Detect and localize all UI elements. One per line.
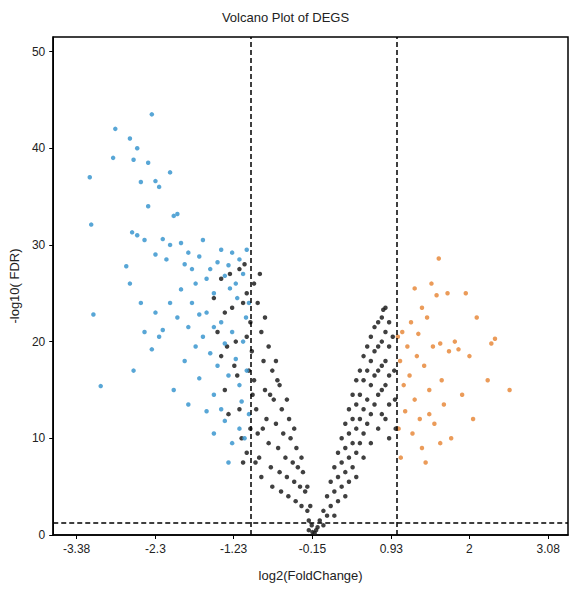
svg-text:10: 10 (32, 431, 46, 445)
svg-text:50: 50 (32, 45, 46, 59)
svg-text:-2.3: -2.3 (145, 542, 166, 556)
svg-text:-log10( FDR): -log10( FDR) (7, 248, 22, 323)
svg-text:20: 20 (32, 335, 46, 349)
svg-text:-0.15: -0.15 (299, 542, 327, 556)
svg-text:Volcano Plot of DEGS: Volcano Plot of DEGS (222, 10, 350, 25)
svg-text:0.93: 0.93 (380, 542, 404, 556)
svg-text:2: 2 (466, 542, 473, 556)
svg-text:log2(FoldChange): log2(FoldChange) (259, 568, 363, 583)
svg-text:3.08: 3.08 (537, 542, 561, 556)
svg-text:-3.38: -3.38 (63, 542, 91, 556)
svg-text:0: 0 (39, 528, 46, 542)
svg-text:30: 30 (32, 238, 46, 252)
svg-text:-1.23: -1.23 (220, 542, 248, 556)
svg-text:40: 40 (32, 141, 46, 155)
